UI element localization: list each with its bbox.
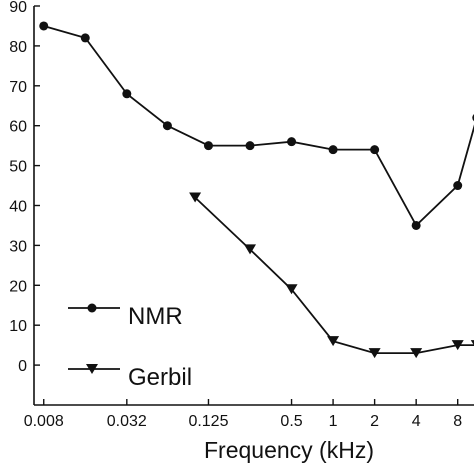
x-tick-label: 0.5 xyxy=(280,413,302,430)
y-tick-label: 90 xyxy=(9,0,27,16)
data-point-nmr xyxy=(39,21,49,31)
series-line-gerbil xyxy=(194,196,474,355)
x-tick-label: 0.032 xyxy=(107,413,147,430)
data-point-nmr xyxy=(245,141,255,151)
data-point-gerbil xyxy=(368,348,381,359)
y-tick-label: 60 xyxy=(9,119,27,136)
data-point-nmr xyxy=(287,137,297,147)
data-point-nmr xyxy=(203,141,213,151)
legend-item-gerbil: Gerbil xyxy=(68,364,192,391)
legend-item-nmr: NMR xyxy=(68,303,183,330)
x-tick-label: 8 xyxy=(453,413,462,430)
x-tick-label: 0.125 xyxy=(188,413,228,430)
x-tick-label: 4 xyxy=(412,413,421,430)
y-tick-label: 20 xyxy=(9,278,27,295)
data-point-gerbil xyxy=(285,284,298,295)
data-point-gerbil xyxy=(410,348,423,359)
x-tick-label: 0.008 xyxy=(24,413,64,430)
axes xyxy=(33,6,474,406)
data-point-nmr xyxy=(453,181,463,191)
x-axis-label: Frequency (kHz) xyxy=(204,437,374,463)
legend: NMR Gerbil xyxy=(68,303,192,391)
x-tick-label: 1 xyxy=(329,413,338,430)
y-tick-label: 30 xyxy=(9,238,27,255)
y-tick-label: 80 xyxy=(9,39,27,56)
legend-marker-nmr xyxy=(87,303,97,313)
series-layer xyxy=(39,21,474,359)
y-tick-label: 10 xyxy=(9,318,27,335)
data-point-nmr xyxy=(411,220,421,230)
x-axis-ticks: 0.008 0.032 0.125 0.5 1 2 4 8 xyxy=(24,399,462,430)
data-point-gerbil xyxy=(244,244,257,255)
data-point-gerbil xyxy=(189,192,202,203)
data-point-nmr xyxy=(80,33,90,43)
legend-marker-gerbil xyxy=(86,364,98,374)
data-point-nmr xyxy=(122,89,132,99)
data-point-nmr xyxy=(162,121,172,131)
y-tick-label: 50 xyxy=(9,159,27,176)
y-tick-label: 0 xyxy=(18,358,27,375)
legend-label-gerbil: Gerbil xyxy=(128,364,192,391)
x-tick-label: 2 xyxy=(370,413,379,430)
legend-label-nmr: NMR xyxy=(128,303,183,330)
y-axis-ticks: 0 10 20 30 40 50 60 70 80 90 xyxy=(9,0,40,375)
data-point-gerbil xyxy=(327,336,340,347)
data-point-nmr xyxy=(370,145,380,155)
data-point-gerbil xyxy=(451,340,464,351)
series-line-nmr xyxy=(43,25,474,227)
data-point-gerbil xyxy=(470,340,474,346)
y-tick-label: 70 xyxy=(9,79,27,96)
data-point-nmr xyxy=(328,145,338,155)
y-tick-label: 40 xyxy=(9,199,27,216)
